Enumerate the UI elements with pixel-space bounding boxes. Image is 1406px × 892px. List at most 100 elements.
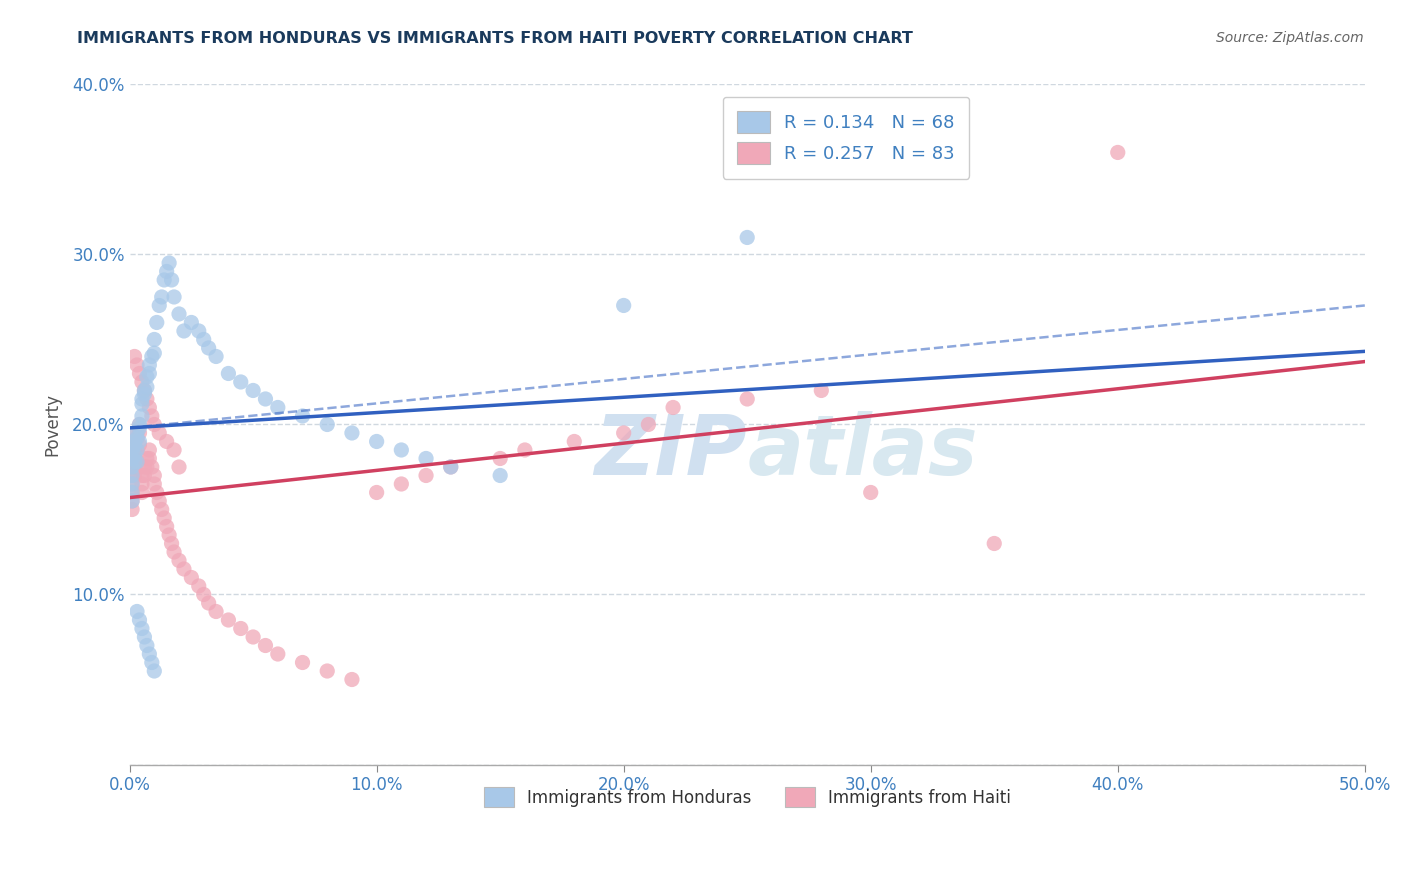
Point [128, 417, 150, 432]
Point [735, 392, 758, 406]
Point [121, 494, 143, 508]
Point [121, 485, 143, 500]
Point [131, 468, 153, 483]
Point [291, 656, 314, 670]
Point [131, 622, 153, 636]
Text: Source: ZipAtlas.com: Source: ZipAtlas.com [1216, 31, 1364, 45]
Point [173, 562, 195, 576]
Point [138, 442, 160, 457]
Point [163, 442, 186, 457]
Point [735, 230, 758, 244]
Point [156, 519, 179, 533]
Point [121, 451, 143, 466]
Point [121, 477, 143, 491]
Point [217, 367, 239, 381]
Point [613, 298, 636, 312]
Point [121, 502, 143, 516]
Point [143, 664, 166, 678]
Point [316, 417, 339, 432]
Point [366, 434, 388, 449]
Point [128, 434, 150, 449]
Text: atlas: atlas [747, 411, 977, 492]
Point [131, 409, 153, 423]
Point [121, 468, 143, 483]
Point [143, 346, 166, 360]
Point [143, 417, 166, 432]
Point [150, 502, 173, 516]
Point [1107, 145, 1129, 160]
Point [125, 358, 148, 372]
Point [153, 273, 176, 287]
Point [134, 387, 156, 401]
Point [662, 401, 685, 415]
Point [810, 384, 832, 398]
Point [366, 485, 388, 500]
Point [135, 460, 157, 475]
Point [291, 409, 314, 423]
Point [242, 630, 264, 644]
Point [124, 468, 146, 483]
Point [156, 264, 179, 278]
Point [187, 579, 209, 593]
Point [489, 468, 512, 483]
Point [153, 511, 176, 525]
Point [131, 375, 153, 389]
Point [125, 442, 148, 457]
Point [254, 392, 277, 406]
Point [217, 613, 239, 627]
Point [415, 468, 437, 483]
Point [141, 656, 163, 670]
Point [562, 434, 585, 449]
Point [173, 324, 195, 338]
Point [131, 397, 153, 411]
Point [143, 477, 166, 491]
Point [128, 425, 150, 440]
Point [135, 380, 157, 394]
Point [440, 460, 463, 475]
Point [205, 350, 228, 364]
Point [193, 587, 215, 601]
Point [138, 401, 160, 415]
Point [156, 434, 179, 449]
Point [143, 468, 166, 483]
Point [124, 438, 146, 452]
Point [167, 460, 190, 475]
Point [267, 647, 290, 661]
Point [197, 596, 219, 610]
Point [121, 485, 143, 500]
Point [124, 434, 146, 449]
Point [983, 536, 1005, 550]
Point [121, 460, 143, 475]
Point [121, 494, 143, 508]
Point [124, 451, 146, 466]
Point [128, 417, 150, 432]
Point [242, 384, 264, 398]
Point [160, 536, 183, 550]
Point [613, 425, 636, 440]
Point [131, 477, 153, 491]
Point [135, 392, 157, 406]
Point [267, 401, 290, 415]
Point [229, 622, 252, 636]
Point [134, 384, 156, 398]
Point [131, 485, 153, 500]
Point [254, 639, 277, 653]
Point [125, 425, 148, 440]
Point [125, 431, 148, 445]
Point [415, 451, 437, 466]
Point [340, 425, 363, 440]
Point [148, 494, 170, 508]
Point [157, 256, 180, 270]
Point [124, 350, 146, 364]
Point [193, 333, 215, 347]
Point [163, 290, 186, 304]
Point [124, 460, 146, 475]
Point [148, 298, 170, 312]
Point [121, 477, 143, 491]
Point [128, 367, 150, 381]
Point [125, 442, 148, 457]
Point [135, 451, 157, 466]
Point [121, 442, 143, 457]
Point [125, 605, 148, 619]
Point [167, 553, 190, 567]
